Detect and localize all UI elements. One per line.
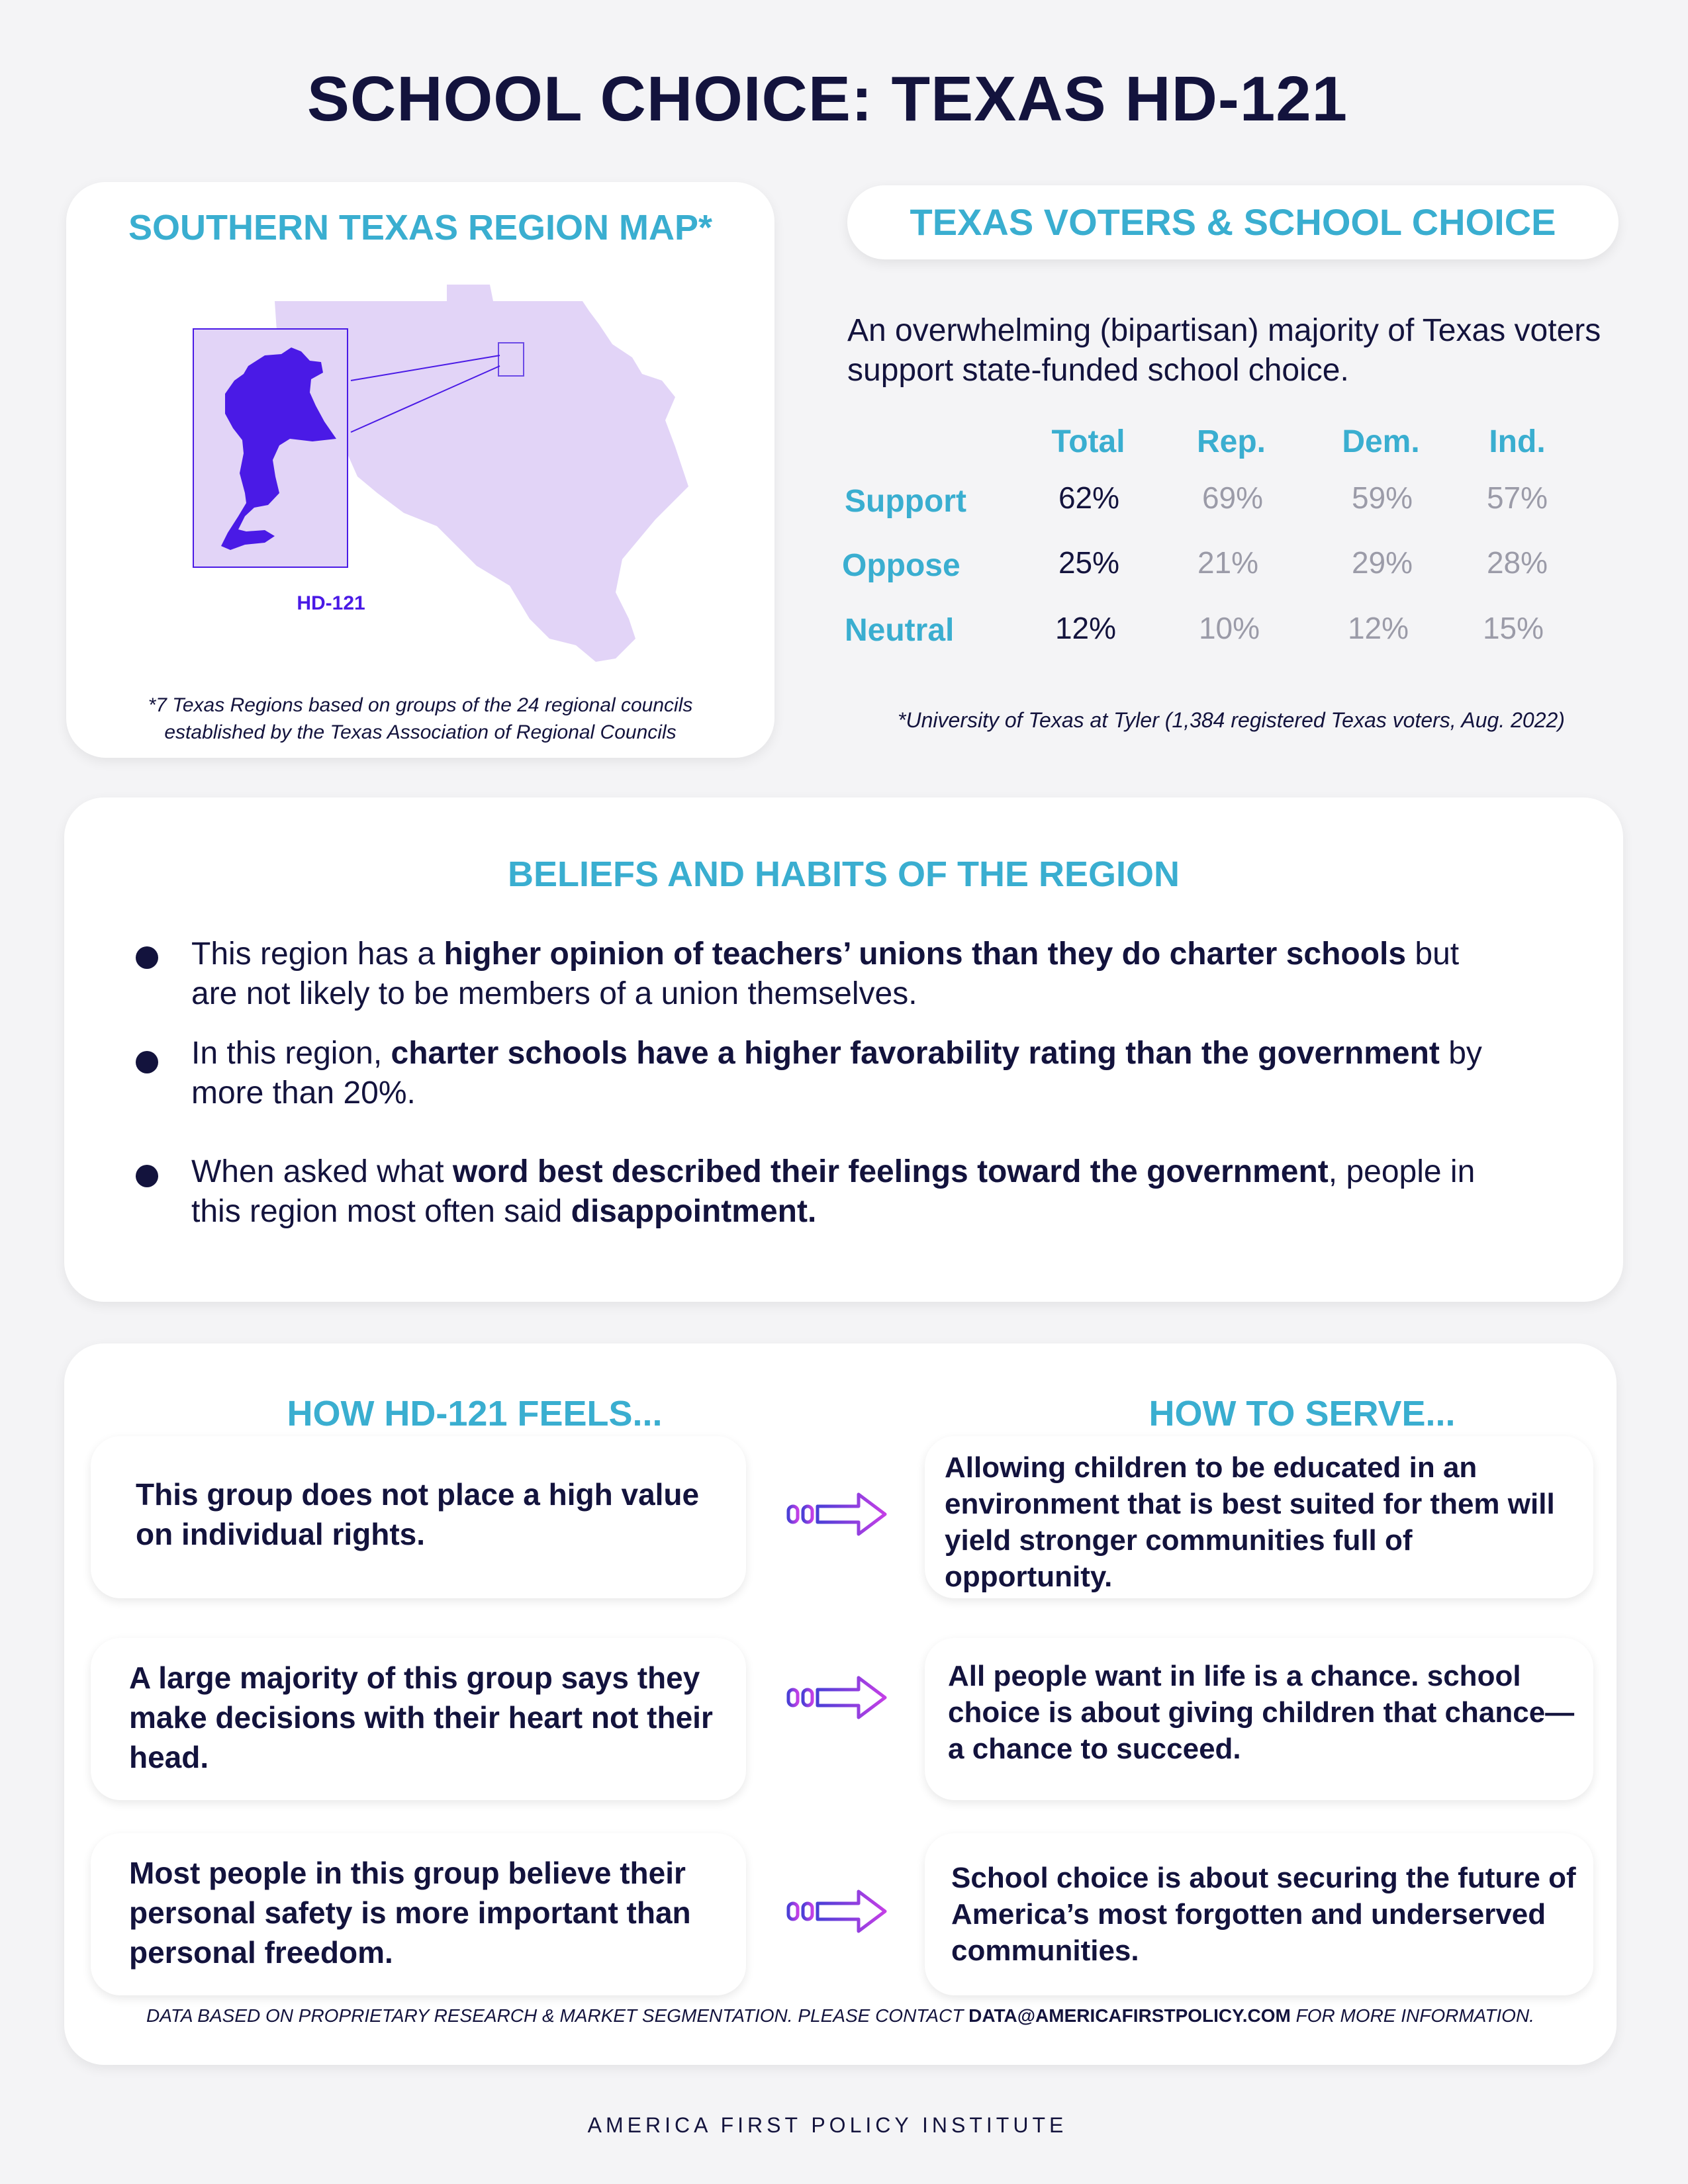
serve-card-1: Allowing children to be educated in an e… [925, 1436, 1593, 1598]
feels-text-2: A large majority of this group says they… [129, 1661, 713, 1774]
page-title: SCHOOL CHOICE: TEXAS HD-121 [306, 64, 1348, 134]
feels-card-3: Most people in this group believe their … [91, 1833, 746, 1995]
map-footnote: *7 Texas Regions based on groups of the … [66, 692, 774, 746]
cell-support-rep: 69% [1201, 480, 1264, 515]
cell-neutral-rep: 10% [1198, 611, 1260, 645]
feels-card-2: A large majority of this group says they… [91, 1638, 746, 1800]
cell-oppose-dem: 29% [1351, 545, 1413, 580]
row-label-neutral: Neutral [845, 613, 955, 648]
col-header-ind: Ind. [1489, 424, 1546, 459]
voters-intro-text: An overwhelming (bipartisan) majority of… [847, 313, 1601, 388]
serve-card-3: School choice is about securing the futu… [925, 1833, 1593, 1995]
arrow-right-icon [786, 1492, 887, 1536]
district-locator-box [498, 342, 524, 377]
cell-support-dem: 59% [1351, 480, 1413, 515]
feels-heading: HOW HD-121 FEELS... [287, 1394, 663, 1433]
serve-text-2: All people want in life is a chance. sch… [948, 1660, 1575, 1765]
serve-text-1: Allowing children to be educated in an e… [945, 1451, 1555, 1593]
belief-item-2: In this region, charter schools have a h… [191, 1036, 1482, 1111]
map-footnote-line-1: *7 Texas Regions based on groups of the … [148, 694, 693, 716]
map-title: SOUTHERN TEXAS REGION MAP* [128, 208, 713, 248]
arrow-right-icon [786, 1676, 887, 1719]
poll-source-note: *University of Texas at Tyler (1,384 reg… [898, 708, 1565, 732]
contact-email[interactable]: DATA@AMERICAFIRSTPOLICY.COM [968, 2005, 1291, 2026]
cell-neutral-ind: 15% [1482, 611, 1544, 645]
serve-heading: HOW TO SERVE... [1149, 1394, 1456, 1433]
map-footnote-line-2: established by the Texas Association of … [164, 721, 677, 743]
serve-card-2: All people want in life is a chance. sch… [925, 1638, 1593, 1800]
arrow-right-icon [786, 1889, 887, 1933]
feels-text-3: Most people in this group believe their … [129, 1856, 691, 1970]
region-map [193, 285, 688, 662]
bullet-icon [136, 946, 158, 969]
beliefs-title: BELIEFS AND HABITS OF THE REGION [507, 854, 1180, 894]
belief-item-3: When asked what word best described thei… [191, 1154, 1476, 1229]
cell-support-total: 62% [1058, 480, 1120, 515]
col-header-total: Total [1051, 424, 1125, 459]
row-label-support: Support [845, 484, 966, 519]
region-map-card: SOUTHERN TEXAS REGION MAP* HD-121 *7 Tex… [66, 182, 774, 758]
feels-card-1: This group does not place a high value o… [91, 1436, 746, 1598]
beliefs-card: BELIEFS AND HABITS OF THE REGION This re… [64, 797, 1623, 1302]
cell-oppose-rep: 21% [1197, 545, 1259, 580]
cell-neutral-dem: 12% [1347, 611, 1409, 645]
serve-text-3: School choice is about securing the futu… [951, 1862, 1576, 1967]
bullet-icon [136, 1165, 158, 1187]
organization-name: AMERICA FIRST POLICY INSTITUTE [587, 2113, 1068, 2137]
cell-oppose-total: 25% [1058, 545, 1120, 580]
feels-serve-card: HOW HD-121 FEELS... HOW TO SERVE... This… [64, 1343, 1617, 2065]
row-label-oppose: Oppose [842, 548, 961, 583]
southern-texas-region-shape [275, 285, 688, 662]
cell-support-ind: 57% [1486, 480, 1548, 515]
feels-text-1: This group does not place a high value o… [136, 1477, 700, 1551]
cell-oppose-ind: 28% [1486, 545, 1548, 580]
belief-item-1: This region has a higher opinion of teac… [191, 936, 1460, 1011]
col-header-rep: Rep. [1196, 424, 1266, 459]
col-header-dem: Dem. [1342, 424, 1420, 459]
hd-121-district-shape [221, 347, 336, 550]
bullet-icon [136, 1051, 158, 1073]
district-label: HD-121 [297, 592, 365, 614]
voters-section-header: TEXAS VOTERS & SCHOOL CHOICE [847, 185, 1618, 259]
cell-neutral-total: 12% [1055, 611, 1117, 645]
data-contact-note: DATA BASED ON PROPRIETARY RESEARCH & MAR… [146, 2005, 1534, 2026]
